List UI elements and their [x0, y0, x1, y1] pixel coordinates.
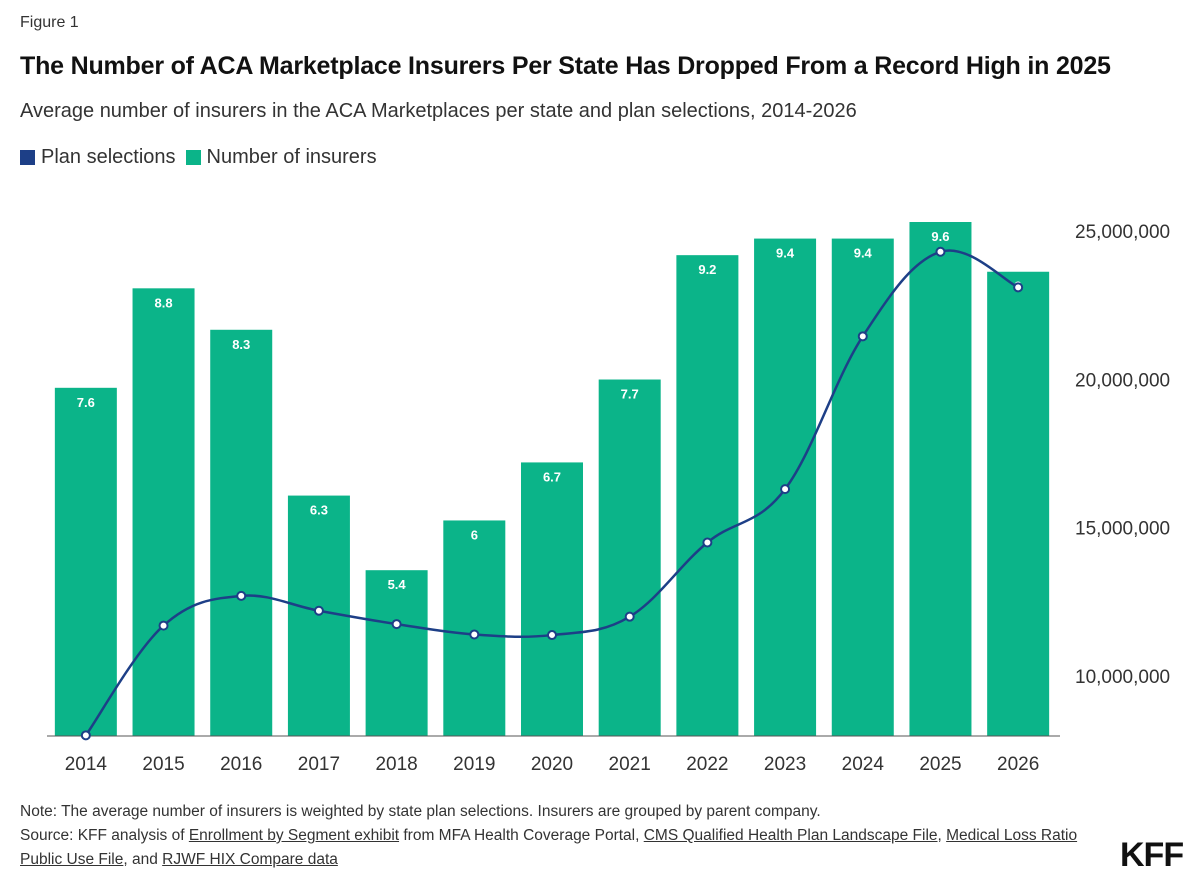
- plan-selections-point-2024: [857, 331, 868, 342]
- plan-selections-point-2025: [935, 246, 946, 257]
- bar-data-label-2016: 8.3: [232, 337, 250, 352]
- bar-2017: [287, 495, 350, 736]
- x-tick-label-2025: 2025: [919, 754, 961, 775]
- source-prefix: Source: KFF analysis of: [20, 827, 189, 844]
- x-tick-label-2018: 2018: [375, 754, 417, 775]
- plan-selections-point-2016: [236, 590, 247, 601]
- bar-data-label-2018: 5.4: [388, 577, 407, 592]
- bar-data-label-2015: 8.8: [154, 295, 172, 310]
- plan-selections-point-2014: [80, 730, 91, 741]
- bar-2022: [676, 255, 739, 736]
- plan-selections-point-2020: [547, 630, 557, 641]
- source-text-1: from MFA Health Coverage Portal,: [399, 827, 644, 844]
- x-tick-label-2020: 2020: [531, 754, 573, 775]
- bar-2019: [443, 520, 506, 736]
- x-tick-label-2023: 2023: [764, 754, 806, 775]
- bar-2025: [909, 222, 972, 736]
- legend-label-plan-selections: Plan selections: [41, 146, 176, 168]
- plan-selections-point-2023: [780, 484, 791, 495]
- plan-selections-point-2015: [158, 620, 169, 631]
- y-right-tick-label-25000000: 25,000,000: [1075, 222, 1170, 243]
- bar-data-label-2024: 9.4: [854, 246, 873, 261]
- legend-item-plan-selections[interactable]: Plan selections: [20, 146, 176, 169]
- source-link-rjwf[interactable]: RJWF HIX Compare data: [162, 851, 338, 868]
- bar-2026: [987, 271, 1050, 736]
- plan-selections-point-2018: [391, 619, 402, 630]
- y-right-tick-label-20000000: 20,000,000: [1075, 370, 1170, 391]
- x-tick-label-2014: 2014: [65, 754, 108, 775]
- bar-data-label-2020: 6.7: [543, 469, 561, 484]
- footnote: Note: The average number of insurers is …: [20, 800, 1100, 872]
- y-right-tick-label-10000000: 10,000,000: [1075, 667, 1170, 688]
- x-tick-label-2024: 2024: [842, 754, 885, 775]
- footnote-source: Source: KFF analysis of Enrollment by Se…: [20, 824, 1100, 872]
- y-right-tick-label-15000000: 15,000,000: [1075, 519, 1170, 540]
- source-link-cms-qhp[interactable]: CMS Qualified Health Plan Landscape File: [643, 827, 938, 844]
- legend-label-number-of-insurers: Number of insurers: [206, 146, 377, 168]
- bar-2024: [831, 238, 894, 737]
- legend-item-number-of-insurers[interactable]: Number of insurers: [185, 146, 377, 169]
- source-link-mlr[interactable]: Medical Loss Ratio Public Use File: [20, 827, 1078, 868]
- chart-title: The Number of ACA Marketplace Insurers P…: [20, 52, 1111, 80]
- bar-2020: [521, 462, 583, 736]
- source-text-3: , and: [123, 851, 163, 868]
- plan-selections-point-2017: [313, 605, 324, 616]
- bar-2016: [210, 329, 273, 736]
- figure-label: Figure 1: [20, 14, 79, 31]
- bar-2018: [365, 570, 428, 736]
- source-text-2: ,: [937, 827, 947, 844]
- bar-data-label-2023: 9.4: [776, 246, 795, 261]
- bar-2015: [132, 288, 195, 736]
- x-tick-label-2015: 2015: [142, 754, 184, 775]
- x-tick-label-2019: 2019: [453, 754, 495, 775]
- bar-2014: [54, 387, 117, 736]
- bar-data-label-2017: 6.3: [310, 503, 328, 518]
- legend-swatch-number-of-insurers: [185, 150, 201, 165]
- plan-selections-point-2019: [469, 629, 480, 640]
- source-link-enrollment[interactable]: Enrollment by Segment exhibit: [188, 827, 400, 844]
- bar-2021: [598, 379, 661, 736]
- legend-swatch-plan-selections: [20, 150, 35, 165]
- x-tick-label-2021: 2021: [609, 754, 651, 775]
- plan-selections-point-2022: [702, 537, 713, 548]
- bar-data-label-2025: 9.6: [931, 229, 949, 244]
- kff-logo: KFF: [1120, 836, 1184, 874]
- bar-data-label-2014: 7.6: [77, 395, 95, 410]
- legend: Plan selections Number of insurers: [20, 146, 387, 169]
- x-tick-label-2026: 2026: [997, 754, 1039, 775]
- footnote-note: Note: The average number of insurers is …: [20, 803, 821, 820]
- chart-plot: 7.6 2014 8.8 2015 8.3 2016 6.3 2017 5.4 2018 6 2019…: [47, 222, 1170, 775]
- x-tick-label-2022: 2022: [686, 754, 728, 775]
- chart-subtitle: Average number of insurers in the ACA Ma…: [20, 100, 857, 122]
- bar-data-label-2019: 6: [471, 527, 478, 542]
- plan-selections-point-2021: [624, 611, 635, 622]
- x-tick-label-2017: 2017: [298, 754, 340, 775]
- bar-data-label-2021: 7.7: [621, 387, 639, 402]
- bar-data-label-2022: 9.2: [698, 262, 716, 277]
- plan-selections-point-2026: [1013, 282, 1024, 293]
- x-tick-label-2016: 2016: [220, 754, 262, 775]
